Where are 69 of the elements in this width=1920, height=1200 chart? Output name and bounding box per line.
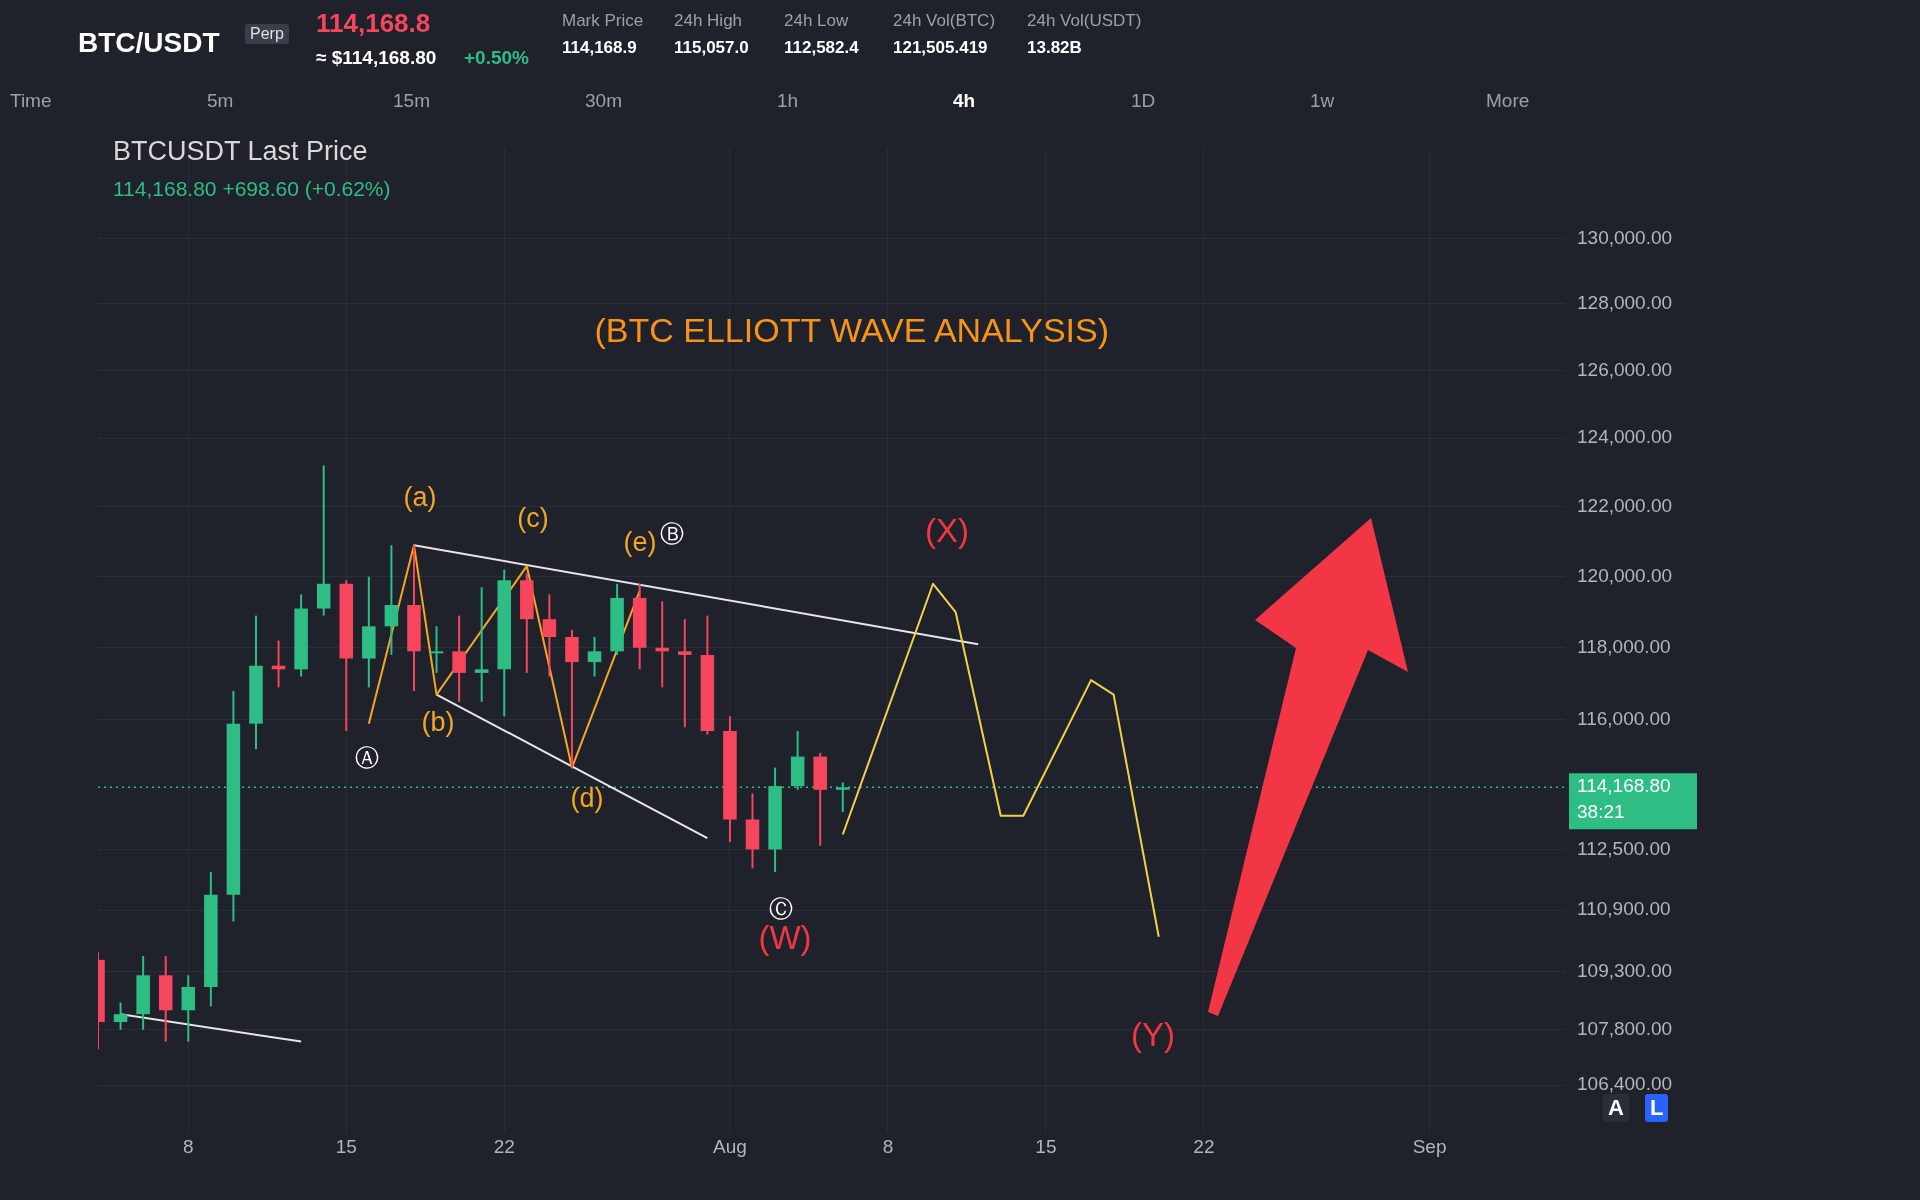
text: +0.50% <box>464 47 529 69</box>
x-tick-label: 22 <box>1193 1135 1215 1157</box>
text: 115,057.0 <box>674 38 749 58</box>
text: 15m <box>393 90 430 112</box>
y-tick-label: 124,000.00 <box>1577 426 1673 448</box>
y-tick-label: 128,000.00 <box>1577 292 1673 314</box>
annotation: (d) <box>570 782 604 814</box>
y-tick-label: 120,000.00 <box>1577 564 1673 586</box>
text: Time <box>10 90 52 112</box>
text: 24h Vol(USDT) <box>1027 11 1142 31</box>
text: 1w <box>1310 90 1335 112</box>
text: 13.82B <box>1027 38 1082 58</box>
annotation: Ⓑ <box>660 519 684 549</box>
text: 24h Vol(BTC) <box>893 11 996 31</box>
y-tick-label: 126,000.00 <box>1577 358 1673 380</box>
annotation: 114,168.80 +698.60 (+0.62%) <box>113 177 391 201</box>
ref-line-label: 114,168.80 38:21 <box>1577 775 1671 823</box>
annotation: Ⓐ <box>355 743 379 773</box>
text: 24h Low <box>784 11 849 31</box>
y-tick-label: 118,000.00 <box>1577 635 1671 657</box>
annotation: (a) <box>403 481 437 513</box>
x-tick-label: Sep <box>1412 1135 1447 1157</box>
candlestick <box>384 544 399 656</box>
text: L <box>1645 1094 1669 1122</box>
y-tick-label: 110,900.00 <box>1577 898 1671 920</box>
x-tick-label: 8 <box>882 1135 894 1157</box>
x-tick-label: 22 <box>493 1135 515 1157</box>
y-tick-label: 109,300.00 <box>1577 959 1673 981</box>
annotation: (b) <box>421 706 455 738</box>
text: More <box>1486 90 1530 112</box>
text: BTC/USDT <box>78 27 220 59</box>
y-tick-label: 106,400.00 <box>1577 1073 1673 1095</box>
y-tick-label: 116,000.00 <box>1577 708 1671 730</box>
y-tick-label: 130,000.00 <box>1577 226 1673 248</box>
y-tick-label: 112,500.00 <box>1577 837 1671 859</box>
text: ≈ $114,168.80 <box>316 47 437 69</box>
y-tick-label: 122,000.00 <box>1577 495 1673 517</box>
annotation: (e) <box>623 526 657 558</box>
text: 24h High <box>674 11 743 31</box>
text: 1D <box>1131 90 1156 112</box>
candlestick <box>113 1001 128 1031</box>
x-tick-label: 15 <box>335 1135 357 1157</box>
x-tick-label: 15 <box>1035 1135 1057 1157</box>
text: A <box>1603 1094 1629 1122</box>
text: 4h <box>953 90 976 112</box>
text: 114,168.9 <box>562 38 637 58</box>
candlestick <box>587 636 602 678</box>
annotation: (X) <box>925 512 969 550</box>
annotation: (c) <box>517 502 549 534</box>
text: Perp <box>245 24 289 44</box>
candlestick <box>474 586 489 703</box>
annotation: (Y) <box>1131 1016 1175 1054</box>
candlestick <box>452 614 466 703</box>
candlestick <box>678 618 692 729</box>
candlestick <box>542 593 557 678</box>
text: 121,505.419 <box>893 38 988 58</box>
text: 30m <box>585 90 622 112</box>
chart-subtitle: BTCUSDT Last Price <box>113 136 368 167</box>
candlestick <box>181 974 196 1043</box>
text: 112,582.4 <box>784 38 859 58</box>
x-tick-label: Aug <box>713 1135 747 1157</box>
text: 5m <box>207 90 234 112</box>
x-tick-label: 8 <box>182 1135 194 1157</box>
y-tick-label: 107,800.00 <box>1577 1018 1673 1040</box>
text: Mark Price <box>562 11 644 31</box>
candlestick <box>429 625 444 674</box>
text: 1h <box>777 90 799 112</box>
text: (BTC ELLIOTT WAVE ANALYSIS) <box>594 311 1110 350</box>
text: 114,168.8 <box>316 8 431 39</box>
